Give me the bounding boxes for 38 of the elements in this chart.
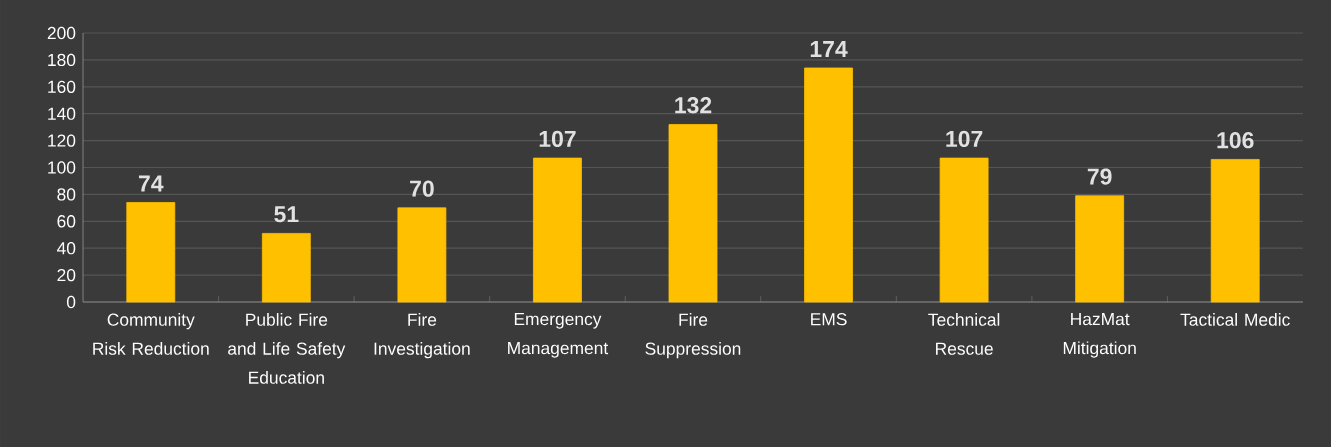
x-tick-label: Public Fire and Life Safety Education: [228, 313, 346, 384]
x-tick-label: EMS: [811, 313, 847, 326]
data-label: 107: [946, 130, 983, 148]
bar: [1210, 159, 1260, 303]
x-tick-label: Community Risk Reduction: [93, 313, 209, 355]
data-label: 74: [138, 175, 164, 192]
y-tick-label: 0: [66, 295, 76, 309]
bar: [1075, 195, 1125, 303]
y-tick-label: 160: [48, 80, 76, 93]
bar: [126, 202, 176, 303]
x-tick-label: Fire Investigation: [374, 313, 470, 359]
data-label: 51: [274, 206, 299, 223]
bar: [261, 233, 311, 303]
y-tick-label: 140: [48, 107, 76, 120]
bar: [804, 67, 853, 303]
data-label: 107: [539, 130, 576, 148]
data-label: 132: [675, 97, 712, 114]
y-tick-label: 120: [48, 134, 76, 147]
y-tick-label: 180: [48, 53, 76, 67]
y-tick-label: 100: [48, 161, 76, 174]
x-tick-label: HazMat Mitigation: [1063, 313, 1136, 358]
x-tick-label: Emergency Management: [508, 313, 609, 358]
x-tick-label: Tactical Medic: [1180, 313, 1290, 326]
data-label: 79: [1087, 168, 1112, 185]
x-tick-label: Fire Suppression: [645, 313, 741, 359]
data-label: 70: [410, 180, 434, 197]
data-label: 174: [810, 41, 848, 57]
bar: [533, 157, 582, 303]
x-tick-label: Technical Rescue: [928, 313, 1000, 355]
data-label: 106: [1217, 132, 1254, 149]
bar: [939, 157, 989, 303]
y-tick-label: 200: [47, 26, 76, 40]
y-tick-label: 60: [57, 215, 76, 228]
y-tick-label: 80: [57, 188, 76, 201]
bar: [668, 124, 718, 303]
y-tick-label: 40: [57, 242, 76, 255]
bar: [397, 207, 447, 303]
y-tick-label: 20: [57, 268, 76, 282]
